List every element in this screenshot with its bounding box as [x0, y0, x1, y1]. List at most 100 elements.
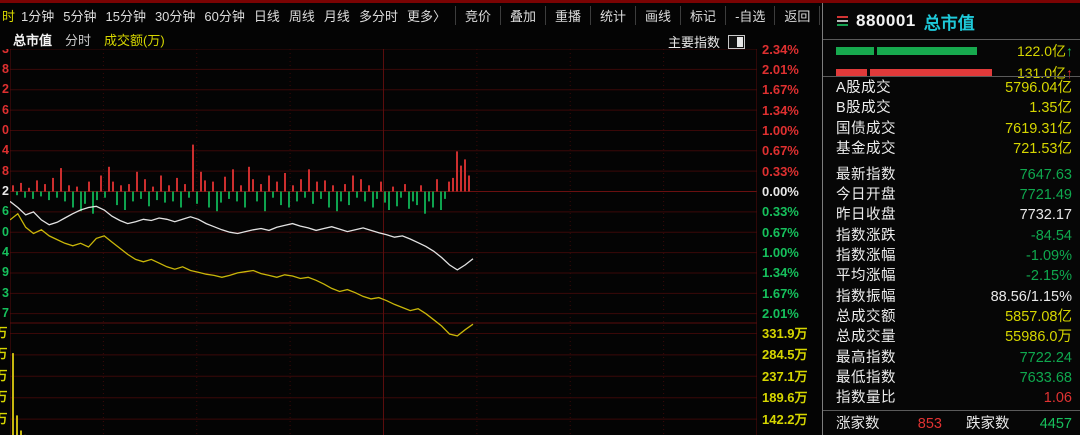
period-button-6[interactable]: 周线 — [288, 9, 315, 24]
axis-label-cut: 3 — [2, 285, 9, 300]
advancers-value: 853 — [917, 416, 942, 432]
row-label: 最低指数 — [836, 370, 896, 386]
action-button-7[interactable]: 返回 — [774, 6, 821, 25]
row-value: 55986.0万 — [1005, 329, 1072, 346]
row-value: 5796.04亿 — [1005, 80, 1072, 96]
period-button-4[interactable]: 60分钟 — [204, 9, 245, 24]
axis-label: 0.33% — [762, 204, 799, 220]
bar-segment — [870, 69, 992, 77]
axis-label: 189.6万 — [762, 390, 808, 406]
action-button-5[interactable]: 标记 — [680, 6, 725, 25]
axis-label: 284.5万 — [762, 347, 808, 363]
chart-tab-1[interactable]: 分时 — [65, 33, 92, 48]
table-row: A股成交 5796.04亿 — [823, 78, 1080, 98]
table-row: 指数振幅 88.56/1.15% — [823, 287, 1080, 307]
axis-label: 0.67% — [762, 143, 799, 159]
row-value: 1.35亿 — [1029, 100, 1072, 117]
row-value: 721.53亿 — [1013, 140, 1072, 157]
axis-label-cut: 万 — [0, 347, 8, 362]
bar-segment — [836, 47, 874, 55]
axis-label-cut: 6 — [2, 102, 9, 117]
axis-label-cut: 6 — [2, 204, 9, 219]
row-label: 今日开盘 — [836, 186, 896, 203]
right-percent-axis: 2.34% 2.01% 1.67% 1.34% 1.00% 0.67% 0.33% 0.00%… — [762, 42, 822, 435]
action-button-group: 竞价 叠加 重播 统计 画线 标记 -自选 返回 — [454, 6, 821, 25]
axis-label: 331.9万 — [762, 326, 808, 341]
toolbar-cut-label[interactable]: 时 — [2, 9, 16, 24]
chart-tab-2[interactable]: 成交额(万) — [104, 33, 165, 48]
axis-label: 1.67% — [762, 285, 799, 301]
axis-label: 0.67% — [762, 224, 799, 240]
axis-label: 0.00% — [762, 184, 799, 200]
axis-label: 142.2万 — [762, 411, 808, 427]
period-button-1[interactable]: 5分钟 — [63, 9, 97, 24]
action-button-4[interactable]: 画线 — [635, 6, 680, 25]
row-value: 7647.63 — [1019, 166, 1072, 183]
table-row: 指数涨幅 -1.09% — [823, 246, 1080, 266]
row-label: 指数振幅 — [836, 288, 896, 305]
axis-label: 1.34% — [762, 102, 799, 118]
table-row: 指数量比 1.06 — [823, 388, 1080, 408]
top-red-strip — [0, 0, 1080, 3]
overlay-toggle-icon[interactable] — [728, 34, 746, 49]
row-value: 5857.08亿 — [1005, 308, 1072, 325]
row-value: 7633.68 — [1019, 370, 1072, 386]
period-button-2[interactable]: 15分钟 — [105, 9, 146, 24]
row-label: B股成交 — [836, 100, 892, 117]
chart-tab-0[interactable]: 总市值 — [13, 33, 53, 48]
action-button-3[interactable]: 统计 — [590, 6, 635, 25]
index-name: 总市值 — [923, 13, 975, 33]
table-row: 指数涨跌 -84.54 — [823, 226, 1080, 246]
row-value: 7721.49 — [1019, 186, 1072, 203]
row-label: 国债成交 — [836, 120, 896, 137]
axis-label-cut: 4 — [2, 143, 9, 158]
action-button-0[interactable]: 竞价 — [454, 6, 500, 25]
table-row: 今日开盘 7721.49 — [823, 185, 1080, 205]
period-button-group: 1分钟 5分钟 15分钟 30分钟 60分钟 日线 周线 月线 多分时 更多〉 — [21, 6, 455, 25]
menu-icon[interactable] — [837, 16, 848, 26]
chart-plot[interactable] — [9, 48, 758, 435]
table-row: 国债成交 7619.31亿 — [823, 119, 1080, 139]
axis-label: 2.34% — [762, 41, 799, 57]
period-button-8[interactable]: 多分时 — [358, 9, 398, 24]
divider — [823, 39, 1080, 40]
decliners-value: 4457 — [1039, 416, 1072, 432]
axis-label-cut: 8 — [2, 61, 9, 76]
up-volume-bar-row: 122.0亿↑ — [823, 43, 1080, 59]
period-button-7[interactable]: 月线 — [323, 9, 350, 24]
axis-label: 1.67% — [762, 82, 799, 98]
bar-value: 122.0亿↑ — [1016, 43, 1073, 59]
row-label: 指数量比 — [836, 390, 896, 407]
row-label: A股成交 — [836, 80, 892, 96]
row-label: 昨日收盘 — [836, 207, 896, 224]
action-button-6[interactable]: -自选 — [725, 6, 774, 25]
bar-segment — [836, 69, 867, 77]
axis-label-cut: 万 — [0, 368, 8, 383]
intraday-chart-canvas[interactable] — [9, 48, 758, 435]
row-value: 1.06 — [1043, 390, 1072, 407]
period-button-3[interactable]: 30分钟 — [154, 9, 196, 24]
overlay-label: 主要指数 — [668, 35, 721, 50]
decliners-label: 跌家数 — [966, 416, 1010, 432]
axis-label-cut: 8 — [2, 163, 9, 178]
row-value: 7722.24 — [1019, 349, 1072, 366]
table-row: 总成交额 5857.08亿 — [823, 307, 1080, 327]
period-toolbar: 时 1分钟 5分钟 15分钟 30分钟 60分钟 日线 周线 月线 多分时 更多〉 竞价 叠加 重播统… — [0, 4, 822, 27]
row-value: -2.15% — [1026, 268, 1072, 285]
axis-label-cut: 万 — [0, 411, 8, 426]
action-button-1[interactable]: 叠加 — [499, 6, 545, 25]
row-value: 7732.17 — [1019, 207, 1072, 224]
period-button-0[interactable]: 1分钟 — [21, 9, 55, 24]
bar-value: 131.0亿↑ — [1016, 65, 1073, 81]
axis-label: 1.34% — [762, 265, 799, 281]
period-button-5[interactable]: 日线 — [253, 9, 280, 24]
index-detail-panel: 880001 总市值 122.0亿↑ 131.0亿↑ A股成交 5796.04亿 B股… — [822, 3, 1080, 435]
axis-label: 237.1万 — [762, 368, 808, 384]
axis-label-cut: 3 — [0, 49, 9, 57]
table-row: 最高指数 7722.24 — [823, 348, 1080, 368]
period-button-9[interactable]: 更多〉 — [406, 9, 446, 24]
axis-label-cut: 2 — [2, 82, 9, 97]
row-label: 指数涨幅 — [836, 247, 896, 264]
action-button-2[interactable]: 重播 — [545, 6, 590, 25]
